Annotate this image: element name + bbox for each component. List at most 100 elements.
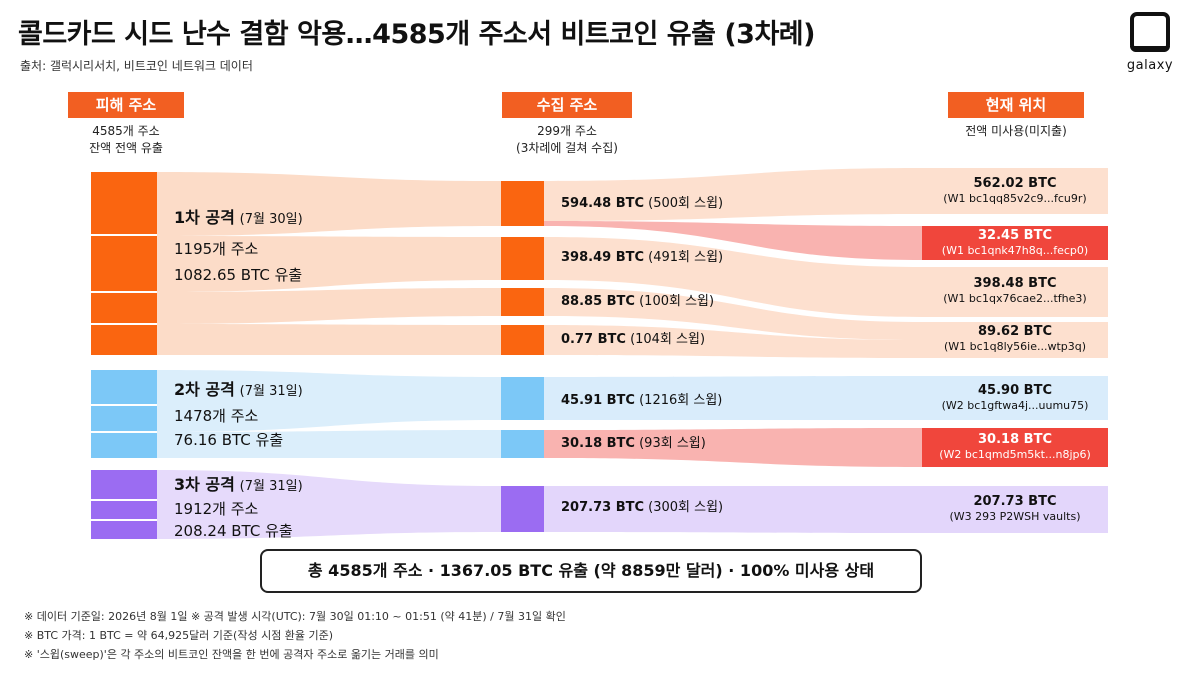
total-summary: 총 4585개 주소 · 1367.05 BTC 유출 (약 8859만 달러)… <box>260 549 922 593</box>
destination-address: (W1 bc1qx76cae2...tfhe3) <box>943 292 1087 305</box>
wave-2-leaked: 76.16 BTC 유출 <box>174 431 284 449</box>
flow-w1-to-c3 <box>157 288 501 324</box>
destination-address: (W1 bc1qnk47h8q...fecp0) <box>941 244 1089 257</box>
collection-sweeps: (500회 스윕) <box>648 196 724 211</box>
flow-c4-to-d4 <box>544 325 922 358</box>
collection-amount: 594.48 BTC <box>561 196 645 211</box>
flow-c2-to-d3 <box>544 237 922 317</box>
destination-amount: 30.18 BTC <box>978 432 1052 447</box>
flow-c5-to-d5 <box>544 376 922 420</box>
flow-c3-to-d4 <box>544 288 922 340</box>
collection-label-3: 88.85 BTC (100회 스윕) <box>561 293 714 311</box>
wave-2-date: (7월 31일) <box>239 384 303 399</box>
victim-column-header: 피해 주소 <box>68 92 184 118</box>
collection-label-4: 0.77 BTC (104회 스윕) <box>561 331 705 349</box>
current-column-header: 현재 위치 <box>948 92 1084 118</box>
victim-balance-note: 잔액 전액 유출 <box>89 141 163 155</box>
destination-address: (W1 bc1qq85v2c9...fcu9r) <box>943 192 1087 205</box>
collection-sweeps: (491회 스윕) <box>648 250 724 265</box>
collect-address-count: 299개 주소 <box>537 124 597 138</box>
collection-amount: 0.77 BTC <box>561 332 626 347</box>
footnote-2: ※ BTC 가격: 1 BTC = 약 64,925달러 기준(작성 시점 환율… <box>24 629 334 642</box>
footnote-1: ※ 데이터 기준일: 2026년 8월 1일 ※ 공격 발생 시각(UTC): … <box>24 610 566 623</box>
collect-note: (3차례에 걸쳐 수집) <box>516 141 618 155</box>
flow-w1-to-c2 <box>157 236 501 292</box>
destination-box-3: 398.48 BTC (W1 bc1qx76cae2...tfhe3) <box>922 267 1108 317</box>
flow-c7-to-d7 <box>544 486 922 533</box>
victim-block-w1 <box>91 325 157 355</box>
flow-c1-to-d2 <box>544 221 922 260</box>
destination-amount: 32.45 BTC <box>978 228 1052 243</box>
collection-label-2: 398.49 BTC (491회 스윕) <box>561 249 723 267</box>
collect-column-header: 수집 주소 <box>502 92 632 118</box>
destination-amount: 562.02 BTC <box>973 176 1057 191</box>
page-title: 콜드카드 시드 난수 결함 악용…4585개 주소서 비트코인 유출 (3차례) <box>18 19 815 50</box>
current-status-note: 전액 미사용(미지출) <box>965 124 1067 138</box>
destination-amount: 207.73 BTC <box>973 494 1057 509</box>
collection-block-1 <box>501 181 544 226</box>
wave-2-label: 2차 공격 (7월 31일) 1478개 주소 76.16 BTC 유출 <box>174 379 303 451</box>
collection-sweeps: (300회 스윕) <box>648 500 724 515</box>
destination-address: (W2 bc1gftwa4j...uumu75) <box>941 399 1089 412</box>
destination-amount: 398.48 BTC <box>973 276 1057 291</box>
wave-1-leaked: 1082.65 BTC 유출 <box>174 266 303 284</box>
collection-block-3 <box>501 288 544 316</box>
galaxy-logo-text: galaxy <box>1126 58 1174 73</box>
collection-sweeps: (104회 스윕) <box>630 332 706 347</box>
wave-3-addresses: 1912개 주소 <box>174 500 259 518</box>
wave-1-addresses: 1195개 주소 <box>174 240 259 258</box>
destination-box-4: 89.62 BTC (W1 bc1q8ly56ie...wtp3q) <box>922 322 1108 358</box>
destination-box-2: 32.45 BTC (W1 bc1qnk47h8q...fecp0) <box>922 226 1108 260</box>
wave-3-label: 3차 공격 (7월 31일) 1912개 주소 208.24 BTC 유출 <box>174 474 303 542</box>
collection-block-2 <box>501 237 544 280</box>
collection-amount: 398.49 BTC <box>561 250 645 265</box>
galaxy-logo: galaxy <box>1120 12 1180 73</box>
collect-column-sub: 299개 주소 (3차례에 걸쳐 수집) <box>470 123 664 157</box>
galaxy-logo-icon <box>1130 12 1170 52</box>
flow-w1-to-c4 <box>157 324 501 355</box>
collection-block-7 <box>501 486 544 532</box>
destination-amount: 45.90 BTC <box>978 383 1052 398</box>
collection-amount: 45.91 BTC <box>561 393 635 408</box>
destination-address: (W1 bc1q8ly56ie...wtp3q) <box>943 340 1087 353</box>
collection-block-6 <box>501 430 544 458</box>
destination-box-5: 45.90 BTC (W2 bc1gftwa4j...uumu75) <box>922 376 1108 420</box>
wave-3-head: 3차 공격 <box>174 475 235 494</box>
collection-label-1: 594.48 BTC (500회 스윕) <box>561 195 723 213</box>
victim-block-w1 <box>91 172 157 234</box>
victim-block-w2 <box>91 406 157 431</box>
wave-1-head: 1차 공격 <box>174 208 235 227</box>
collection-amount: 30.18 BTC <box>561 436 635 451</box>
victim-column-sub: 4585개 주소 잔액 전액 유출 <box>40 123 212 157</box>
destination-box-1: 562.02 BTC (W1 bc1qq85v2c9...fcu9r) <box>922 168 1108 214</box>
collection-label-6: 30.18 BTC (93회 스윕) <box>561 435 706 453</box>
collection-label-7: 207.73 BTC (300회 스윕) <box>561 499 723 517</box>
collection-block-5 <box>501 377 544 420</box>
destination-amount: 89.62 BTC <box>978 324 1052 339</box>
wave-3-leaked: 208.24 BTC 유출 <box>174 522 293 540</box>
destination-box-7: 207.73 BTC (W3 293 P2WSH vaults) <box>922 486 1108 533</box>
wave-1-date: (7월 30일) <box>239 212 303 227</box>
collection-amount: 88.85 BTC <box>561 294 635 309</box>
flow-w2-to-c5 <box>157 370 501 432</box>
flow-c6-to-d6 <box>544 428 922 467</box>
source-note: 출처: 갤럭시리서치, 비트코인 네트워크 데이터 <box>20 59 253 73</box>
destination-address: (W2 bc1qmd5m5kt...n8jp6) <box>939 448 1091 461</box>
victim-block-w2 <box>91 370 157 404</box>
destination-address: (W3 293 P2WSH vaults) <box>949 510 1081 523</box>
victim-block-w1 <box>91 293 157 323</box>
victim-block-w2 <box>91 433 157 458</box>
collection-label-5: 45.91 BTC (1216회 스윕) <box>561 392 722 410</box>
current-column-sub: 전액 미사용(미지출) <box>920 123 1112 140</box>
flow-w3-to-c7 <box>157 470 501 539</box>
collection-block-4 <box>501 325 544 355</box>
wave-2-head: 2차 공격 <box>174 380 235 399</box>
flow-c1-to-d1 <box>544 168 922 221</box>
collection-amount: 207.73 BTC <box>561 500 645 515</box>
victim-address-count: 4585개 주소 <box>92 124 160 138</box>
victim-block-w3 <box>91 501 157 519</box>
victim-block-w3 <box>91 470 157 499</box>
flow-w1-to-c1 <box>157 172 501 236</box>
victim-block-w3 <box>91 521 157 539</box>
